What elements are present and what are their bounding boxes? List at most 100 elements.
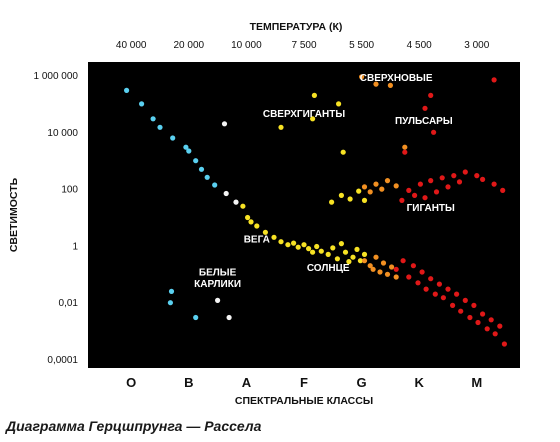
star-point xyxy=(357,258,363,264)
star-point xyxy=(350,254,356,260)
star-point xyxy=(183,144,189,150)
star-point xyxy=(314,243,320,250)
star-point xyxy=(454,291,460,297)
star-point xyxy=(384,271,391,277)
star-point xyxy=(168,288,175,294)
star-point xyxy=(278,124,284,130)
star-point xyxy=(226,314,232,321)
star-point xyxy=(462,169,468,175)
star-point xyxy=(445,286,451,292)
top-tick-label: 7 500 xyxy=(291,40,316,51)
star-point xyxy=(432,291,438,297)
star-point xyxy=(475,319,481,326)
star-point xyxy=(373,181,379,187)
star-point xyxy=(436,281,442,287)
star-point xyxy=(271,234,277,240)
star-point xyxy=(325,251,331,257)
star-point xyxy=(311,92,317,98)
annotations: СВЕРХГИГАНТЫ СВЕРХНОВЫЕ ПУЛЬСАРЫ ГИГАНТЫ ВЕГ… xyxy=(194,73,455,290)
star-point xyxy=(393,274,399,280)
star-point xyxy=(334,256,340,262)
top-axis-title: ТЕМПЕРАТУРА (К) xyxy=(250,21,343,33)
star-point xyxy=(198,166,205,172)
annotation-label: СОЛНЦЕ xyxy=(307,263,350,274)
star-point xyxy=(301,242,307,248)
annotation-label: ПУЛЬСАРЫ xyxy=(395,116,453,127)
star-point xyxy=(245,214,251,221)
star-point xyxy=(431,129,437,135)
star-point xyxy=(402,149,408,155)
star-point xyxy=(346,259,352,265)
star-point xyxy=(291,240,297,246)
annotation-label: КАРЛИКИ xyxy=(194,279,241,290)
star-point xyxy=(480,311,486,317)
star-point xyxy=(340,149,346,155)
y-tick-label: 100 xyxy=(61,185,78,196)
star-point xyxy=(359,74,365,80)
star-point xyxy=(428,92,434,98)
star-point xyxy=(402,144,408,150)
star-point xyxy=(497,323,503,329)
star-point xyxy=(423,286,429,292)
y-tick-label: 1 000 000 xyxy=(34,71,79,82)
annotation-label: БЕЛЫЕ xyxy=(199,268,237,279)
x-axis-label: СПЕКТРАЛЬНЫЕ КЛАССЫ xyxy=(235,395,373,407)
star-point xyxy=(451,173,457,179)
star-point xyxy=(389,264,395,270)
star-point xyxy=(361,197,368,203)
star-point xyxy=(223,190,229,197)
top-tick-label: 20 000 xyxy=(174,40,205,51)
x-tick-label: B xyxy=(184,375,193,390)
star-point xyxy=(150,116,156,122)
star-point xyxy=(419,269,425,275)
star-point xyxy=(329,199,335,205)
star-point xyxy=(456,179,463,185)
star-point xyxy=(306,246,312,252)
star-point xyxy=(501,341,507,347)
star-point xyxy=(400,258,406,264)
annotation-label: ГИГАНТЫ xyxy=(407,203,455,214)
star-point xyxy=(406,187,412,193)
star-point xyxy=(186,148,192,154)
x-tick-label: K xyxy=(415,375,425,390)
star-point xyxy=(491,77,497,83)
star-point xyxy=(336,101,342,107)
star-point xyxy=(373,81,379,87)
x-tick-label: A xyxy=(242,375,252,390)
star-point xyxy=(488,317,494,323)
star-point xyxy=(215,297,221,303)
star-point xyxy=(367,189,373,195)
top-tick-label: 10 000 xyxy=(231,40,262,51)
star-point xyxy=(347,196,353,202)
star-point xyxy=(254,223,260,229)
x-tick-label: M xyxy=(471,375,482,390)
star-point xyxy=(417,181,423,187)
top-tick-label: 4 500 xyxy=(407,40,432,51)
star-point xyxy=(338,241,344,247)
star-point xyxy=(167,300,173,306)
star-point xyxy=(221,121,228,127)
star-point xyxy=(492,331,498,337)
star-point xyxy=(204,174,210,180)
star-point xyxy=(310,116,316,122)
star-point xyxy=(422,105,428,111)
star-point xyxy=(367,263,373,269)
figure-caption: Диаграмма Герцшпрунга — Рассела xyxy=(6,418,262,434)
star-point xyxy=(422,195,428,201)
x-tick-label: F xyxy=(300,375,308,390)
star-point xyxy=(393,266,399,272)
star-point xyxy=(342,249,349,255)
star-point xyxy=(484,326,490,332)
y-tick-label: 10 000 xyxy=(47,128,78,139)
hr-chart-svg: ТЕМПЕРАТУРА (К) 40 000 20 000 10 000 7 500 5… xyxy=(8,21,520,407)
star-point xyxy=(248,219,254,225)
star-point xyxy=(193,158,199,164)
star-point xyxy=(356,188,362,194)
plot-area xyxy=(88,62,520,368)
star-point xyxy=(500,187,506,193)
star-point xyxy=(278,239,284,245)
star-point xyxy=(354,246,360,252)
annotation-label: ВЕГА xyxy=(244,235,270,246)
